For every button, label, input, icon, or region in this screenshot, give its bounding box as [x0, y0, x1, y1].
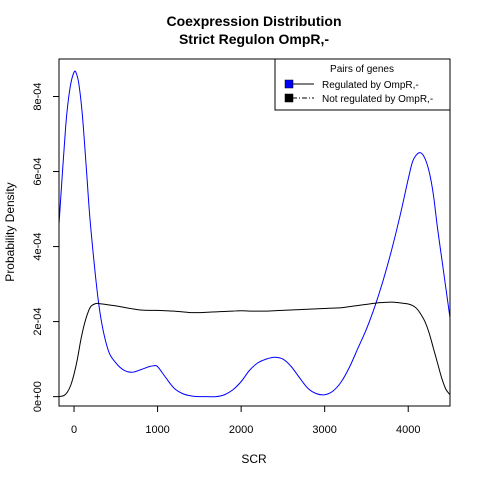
- x-tick-label-2: 2000: [229, 424, 253, 436]
- y-tick-label-0: 0e+00: [32, 381, 44, 412]
- legend-swatch-not-regulated: [284, 93, 294, 103]
- series-line-not-regulated: [59, 301, 450, 398]
- plot-frame: [58, 58, 451, 407]
- legend-label-regulated: Regulated by OmpR,-: [322, 80, 419, 91]
- y-tick-label-1: 2e-04: [32, 308, 44, 336]
- chart-title: Coexpression Distribution: [166, 13, 341, 29]
- x-tick-label-3: 3000: [312, 424, 336, 436]
- x-tick-label-1: 1000: [145, 424, 169, 436]
- y-axis-label: Probability Density: [3, 182, 17, 281]
- y-tick-label-4: 8e-04: [32, 82, 44, 110]
- y-tick-label-3: 6e-04: [32, 157, 44, 185]
- legend-swatch-regulated: [284, 79, 294, 89]
- x-tick-label-0: 0: [71, 424, 77, 436]
- y-axis: 0e+00 2e-04 4e-04 6e-04 8e-04: [32, 82, 59, 412]
- x-axis-label: SCR: [241, 452, 267, 466]
- legend-title: Pairs of genes: [330, 64, 394, 75]
- legend: Pairs of genes Regulated by OmpR,- Not r…: [274, 58, 451, 111]
- legend-label-not-regulated: Not regulated by OmpR,-: [322, 94, 433, 105]
- series-line-regulated: [59, 70, 450, 398]
- series-layer: [59, 70, 450, 398]
- x-axis: 0 1000 2000 3000 4000: [71, 406, 420, 436]
- legend-box: [274, 58, 451, 111]
- chart-subtitle: Strict Regulon OmpR,-: [179, 31, 329, 47]
- x-tick-label-4: 4000: [396, 424, 420, 436]
- y-tick-label-2: 4e-04: [32, 232, 44, 260]
